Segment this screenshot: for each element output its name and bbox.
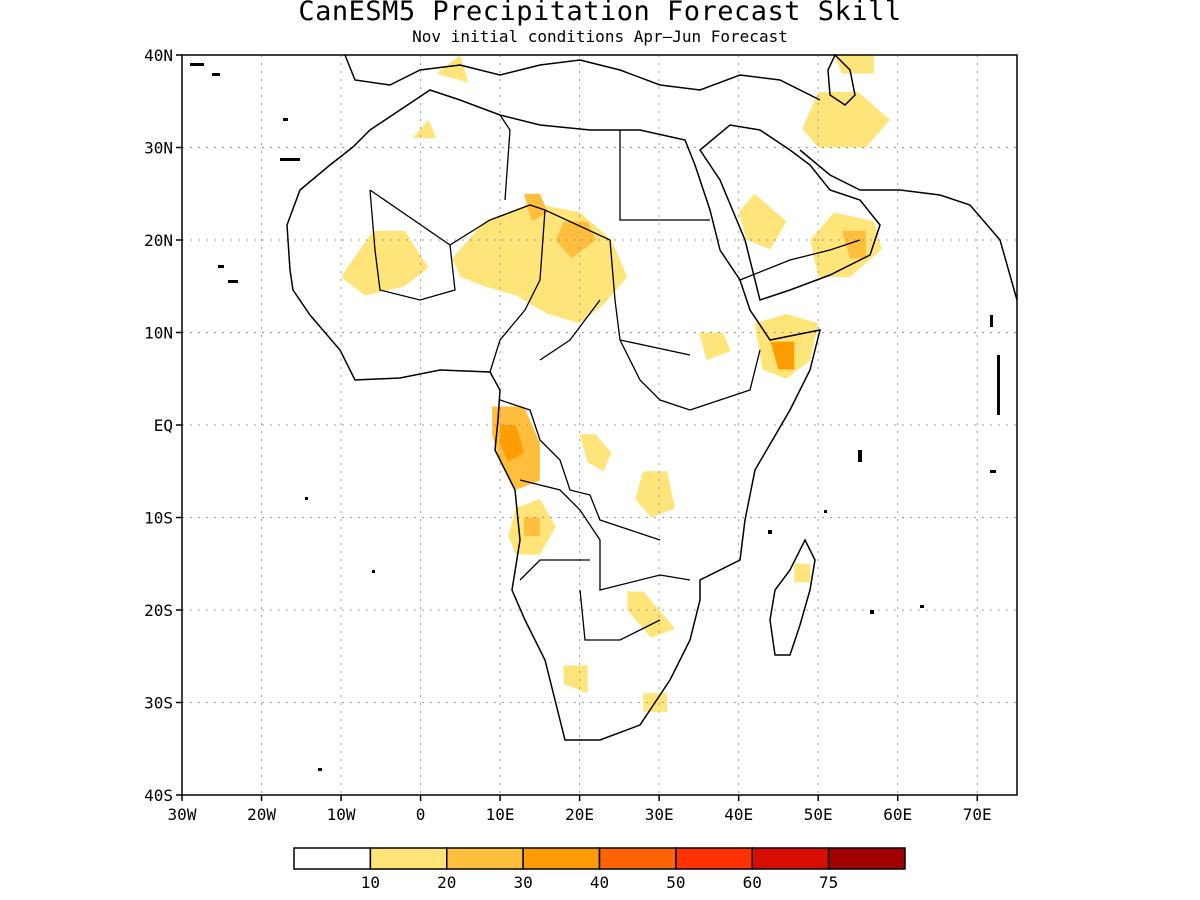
madagascar-coastline [769, 538, 816, 656]
lat-tick-label: 10N [144, 324, 173, 343]
skill-region [563, 665, 588, 694]
europe-coastline [344, 54, 821, 101]
skill-region [524, 517, 540, 536]
colorbar-swatch [598, 847, 677, 870]
skill-region [770, 341, 795, 370]
colorbar-swatch [369, 847, 448, 870]
lat-tick-label: 10S [144, 509, 173, 528]
lon-tick-label: 10E [486, 805, 515, 824]
skill-region [842, 230, 866, 259]
colorbar-label: 75 [819, 873, 838, 892]
lon-tick-label: 20W [247, 805, 276, 824]
lon-tick-label: 40E [724, 805, 753, 824]
lat-tick-label: 20S [144, 601, 173, 620]
skill-region [579, 434, 612, 472]
caspian-coastline [827, 53, 856, 106]
africa-coastline [286, 89, 822, 741]
colorbar-label: 10 [361, 873, 380, 892]
colorbar-swatch [446, 847, 524, 870]
skill-region [436, 55, 469, 83]
lat-tick-label: 30S [144, 694, 173, 713]
lat-tick-label: 40N [144, 46, 173, 65]
colorbar-label: 30 [513, 873, 532, 892]
skill-region [698, 332, 731, 361]
colorbar-label: 20 [437, 873, 456, 892]
lon-tick-label: 50E [804, 805, 833, 824]
map-title: CanESM5 Precipitation Forecast Skill [298, 0, 902, 27]
lat-tick-label: 40S [144, 786, 173, 805]
lon-tick-label: 0 [416, 805, 426, 824]
skill-region [627, 591, 675, 638]
lon-tick-label: 10W [327, 805, 356, 824]
skill-region [500, 425, 524, 462]
skill-region [412, 119, 437, 139]
arabia-coastline [699, 124, 881, 301]
skill-region [794, 563, 811, 583]
lon-tick-label: 30E [645, 805, 674, 824]
colorbar-label: 40 [590, 873, 609, 892]
iran-coastline [799, 149, 1018, 301]
map-subtitle: Nov initial conditions Apr–Jun Forecast [412, 27, 788, 46]
colorbar: 10 20 30 40 50 60 75 [293, 847, 906, 892]
skill-region [802, 92, 890, 148]
skill-region [452, 203, 628, 324]
skill-region [738, 193, 787, 250]
lon-tick-label: 70E [963, 805, 992, 824]
colorbar-swatch [522, 847, 601, 870]
lat-tick-label: EQ [154, 416, 173, 435]
lat-tick-label: 20N [144, 231, 173, 250]
colorbar-label: 60 [743, 873, 762, 892]
colorbar-swatch [751, 847, 830, 870]
lat-tick-label: 30N [144, 139, 173, 158]
skill-region [341, 230, 429, 296]
skill-region [834, 55, 874, 74]
skill-region [635, 471, 675, 518]
lon-tick-label: 60E [883, 805, 912, 824]
colorbar-label: 50 [666, 873, 685, 892]
lon-tick-label: 30W [168, 805, 197, 824]
grid-lines [182, 55, 1017, 795]
country-borders [369, 114, 861, 641]
skill-shading-layer [341, 55, 890, 712]
small-islands [190, 63, 1000, 771]
colorbar-swatch [827, 847, 906, 870]
colorbar-swatch [293, 847, 372, 870]
colorbar-swatch [675, 847, 753, 870]
lon-tick-label: 20E [565, 805, 594, 824]
coastlines-and-borders [190, 53, 1018, 771]
